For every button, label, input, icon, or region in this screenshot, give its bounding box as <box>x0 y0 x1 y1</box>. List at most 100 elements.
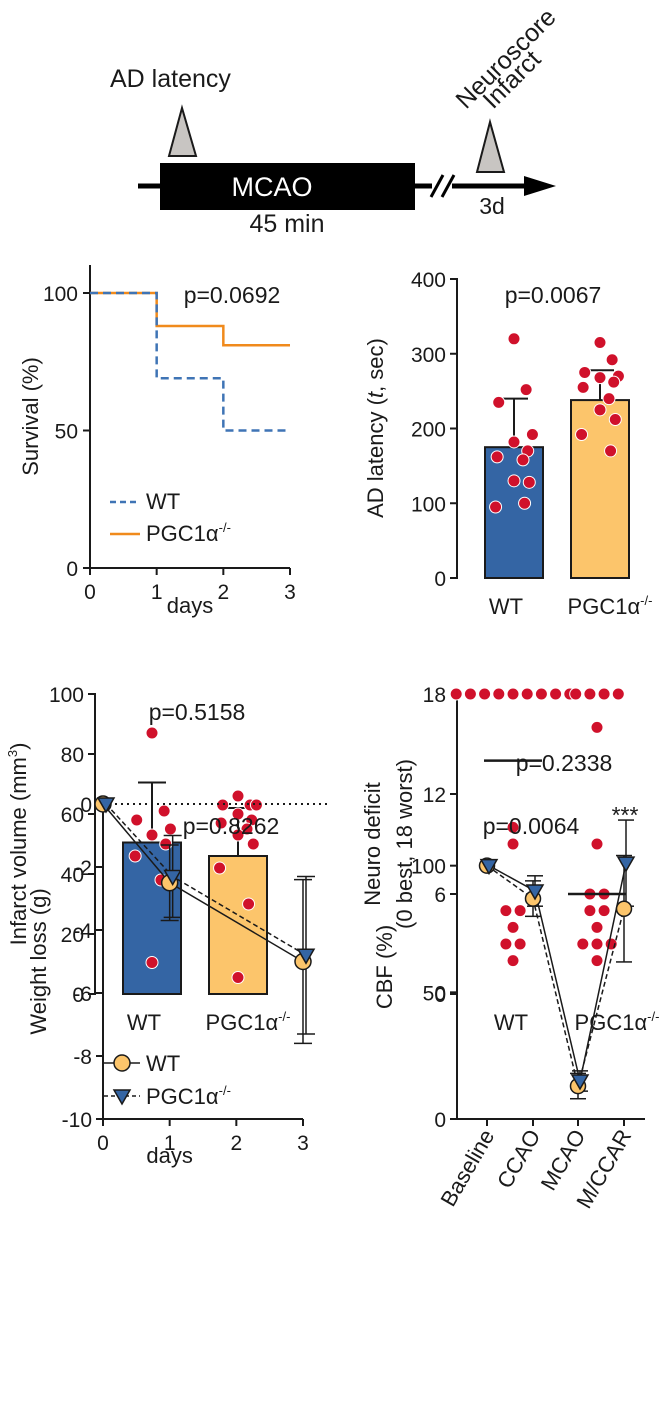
neuro-point <box>590 937 604 951</box>
weight-ytick-label: -8 <box>73 1046 92 1069</box>
survival-legend-label: WT <box>146 489 180 514</box>
neuro-point <box>506 920 520 934</box>
infarct-point <box>242 897 256 911</box>
ad_latency-point <box>605 353 619 367</box>
cbf-point-wt <box>615 900 633 917</box>
neuro-point <box>513 937 527 951</box>
weight-ytick-label: -6 <box>73 983 92 1006</box>
ad_latency-point <box>507 474 521 488</box>
ad_latency-xtick-label: PGC1α-/- <box>568 593 653 619</box>
infarct-ytick-label: 60 <box>61 804 84 827</box>
neuro-ylabel2: (0 best, 18 worst) <box>392 759 417 929</box>
infarct-ytick-label: 0 <box>72 984 84 1007</box>
ad_latency-xtick-label-text: WT <box>489 594 523 619</box>
infarct-xtick-label: PGC1α-/- <box>206 1009 291 1035</box>
ad_latency-ytick-label: 0 <box>434 568 446 591</box>
ad_latency-point <box>522 475 536 489</box>
ad_latency-point <box>608 413 622 427</box>
neuro-point <box>506 954 520 968</box>
neuro-point <box>478 687 492 701</box>
weight-xtick-label: 3 <box>297 1132 309 1155</box>
cbf-ytick-label: 100 <box>411 856 446 879</box>
infarct-xtick-label-text: WT <box>127 1010 161 1035</box>
survival-xlabel: days <box>167 593 213 618</box>
survival-line-wt <box>90 291 290 432</box>
neuro-xtick-label: PGC1α-/- <box>575 1009 660 1035</box>
timeline-panel: MCAO AD latency 45 min 3d Neuroscore Inf… <box>110 3 562 238</box>
neuro-ytick-label: 18 <box>423 684 446 707</box>
infarct-point <box>157 804 171 818</box>
endpoint-triangle <box>475 118 506 173</box>
ad_latency-point <box>492 395 506 409</box>
neuro-point <box>569 687 583 701</box>
survival-legend-label-text: WT <box>146 489 180 514</box>
ad_latency-chart: 0 100 200 300 400 WT PGC1α-/- p=0.0067 AD latenc… <box>363 269 652 619</box>
neuro-point <box>449 687 463 701</box>
survival-xtick-label: 1 <box>151 581 163 604</box>
weight-pvalue: p=0.8262 <box>183 813 280 839</box>
neuro-point <box>549 687 563 701</box>
ad_latency-point <box>507 332 521 346</box>
neuro-point <box>583 687 597 701</box>
weight-ytick-label: -2 <box>73 857 92 880</box>
weight-ytick-label: -4 <box>73 920 92 943</box>
infarct-point <box>213 861 227 875</box>
infarct-chart: 0 20 40 60 80 100 WT PGC1α-/- p=0.5158 Infarct vo… <box>5 684 290 1035</box>
ad_latency-point <box>507 435 521 449</box>
infarct-point <box>231 789 245 803</box>
survival-xtick-label: 2 <box>217 581 229 604</box>
cbf-point-pgc <box>479 858 499 876</box>
infarct-xtick-label-sup: -/- <box>278 1009 290 1024</box>
neuro-point <box>506 687 520 701</box>
cbf-ytick-label: 50 <box>423 982 446 1005</box>
ad_latency-ylabel-part: , sec) <box>363 338 388 392</box>
weight-ytick-label: -10 <box>62 1109 92 1132</box>
ad_latency-point <box>518 496 532 510</box>
ad_latency-ylabel-part: t <box>363 391 388 398</box>
infarct-ylabel-sup: 3 <box>5 750 20 757</box>
cbf-ylabel: CBF (%) <box>372 925 397 1009</box>
survival-legend-label-text: PGC1α <box>146 521 219 546</box>
ad_latency-ytick-label: 300 <box>411 344 446 367</box>
neuro-point <box>513 904 527 918</box>
neuro-point <box>520 687 534 701</box>
weight-point-pgc <box>163 869 182 886</box>
survival-ytick-label: 0 <box>66 558 78 581</box>
day-label: 3d <box>479 193 505 219</box>
neuro-xtick-label-sup: -/- <box>647 1009 659 1024</box>
infarct-point <box>130 813 144 827</box>
ad_latency-point <box>607 375 621 389</box>
ad_latency-ylabel-part: AD latency ( <box>363 397 388 517</box>
infarct-xtick-label-text: PGC1α <box>206 1010 279 1035</box>
infarct-point <box>231 971 245 984</box>
neuro-point <box>590 837 604 851</box>
neuro-pvalue: p=0.2338 <box>516 750 613 776</box>
weight-legend-label-text: WT <box>146 1051 180 1076</box>
survival-legend-label-sup: -/- <box>219 520 231 535</box>
infarct-point <box>231 828 245 842</box>
infarct-point <box>240 822 254 836</box>
infarct-point <box>249 798 263 812</box>
neuro-point <box>583 904 597 918</box>
timeline-break-right <box>440 174 456 198</box>
ad_latency-point <box>604 444 618 458</box>
neuro-point <box>499 904 513 918</box>
infarct-ytick-label: 80 <box>61 744 84 767</box>
ad_latency-point <box>575 427 589 441</box>
neuro-point <box>506 837 520 851</box>
cbf-pvalue: p=0.0064 <box>483 813 580 839</box>
weight-xtick-label: 1 <box>164 1132 176 1155</box>
weight-legend-label-sup: -/- <box>219 1083 231 1098</box>
weight-legend-label: WT <box>146 1051 180 1076</box>
ad_latency-bar <box>570 399 630 579</box>
mcao-label: MCAO <box>232 172 313 202</box>
neuro-ytick-label: 6 <box>434 884 446 907</box>
infarct-ytick-label: 20 <box>61 924 84 947</box>
survival-xtick-label: 0 <box>84 581 96 604</box>
neuro-ytick-label: 0 <box>434 984 446 1007</box>
weight-xtick-label: 2 <box>230 1132 242 1155</box>
weight-point-pgc <box>96 797 116 814</box>
infarct-point <box>145 956 159 969</box>
